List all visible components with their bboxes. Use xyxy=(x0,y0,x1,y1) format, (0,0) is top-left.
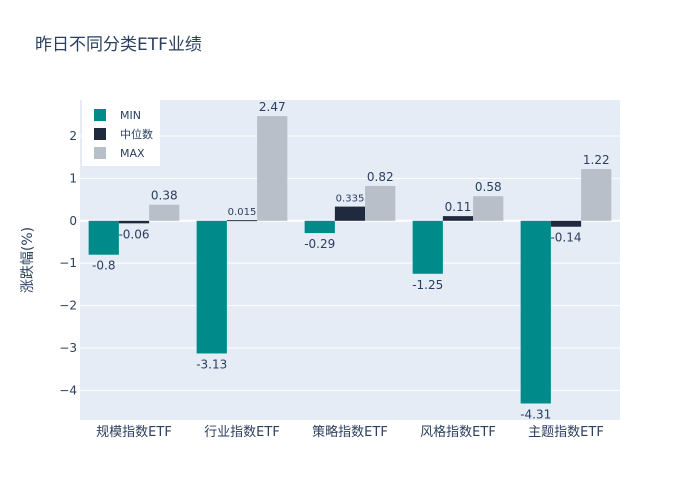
bar xyxy=(365,186,396,221)
gridlines xyxy=(80,135,620,391)
legend-swatch xyxy=(94,109,106,121)
axis-ticks: −4 −3 −2 −1 0 1 2 规模指数ETF 行业指数ETF 策略指数ETF 风格指数ETF 主… xyxy=(59,129,604,440)
bar xyxy=(412,220,443,274)
y-tick-label: −1 xyxy=(59,256,77,270)
data-label: -3.13 xyxy=(196,357,227,371)
bar xyxy=(334,206,366,221)
legend-swatch xyxy=(94,147,106,159)
y-tick-label: 0 xyxy=(69,214,77,228)
y-tick-label: −4 xyxy=(59,383,77,397)
data-label: 0.38 xyxy=(151,189,178,203)
data-label: 0.11 xyxy=(445,200,472,214)
bar xyxy=(550,220,582,227)
legend-entry: MIN xyxy=(120,109,141,122)
x-tick-label: 规模指数ETF xyxy=(96,425,172,440)
bars xyxy=(88,116,612,404)
bar xyxy=(304,220,335,234)
data-label: 0.82 xyxy=(367,170,394,184)
legend-entry: 中位数 xyxy=(120,127,153,141)
x-tick-label: 主题指数ETF xyxy=(528,425,604,440)
bar xyxy=(442,216,474,221)
data-label: 0.015 xyxy=(228,207,257,218)
data-label: -0.8 xyxy=(92,259,115,273)
bar xyxy=(473,196,504,221)
bar xyxy=(118,220,150,224)
x-tick-label: 策略指数ETF xyxy=(312,424,388,440)
bar xyxy=(581,169,612,221)
data-label: 0.58 xyxy=(475,180,502,194)
bar xyxy=(226,220,258,222)
data-label: 2.47 xyxy=(259,100,286,114)
bar xyxy=(149,204,180,221)
bar xyxy=(257,116,288,221)
x-tick-label: 风格指数ETF xyxy=(420,424,496,440)
data-label: -0.29 xyxy=(304,237,335,251)
y-axis-label: 涨跌幅(%) xyxy=(20,227,36,293)
data-label: -4.31 xyxy=(520,407,551,421)
data-label: -1.25 xyxy=(412,278,443,292)
data-label: 0.335 xyxy=(336,194,365,205)
legend-entry: MAX xyxy=(120,147,145,160)
legend-swatch xyxy=(94,128,106,140)
y-tick-label: 2 xyxy=(69,129,77,143)
data-label: 1.22 xyxy=(583,153,610,167)
data-label: -0.14 xyxy=(550,231,581,245)
y-tick-label: −3 xyxy=(59,341,77,355)
bar xyxy=(88,220,119,255)
data-label: -0.06 xyxy=(118,227,149,241)
x-tick-label: 行业指数ETF xyxy=(204,425,280,440)
bar xyxy=(196,220,227,354)
legend: MIN 中位数 MAX xyxy=(82,100,160,166)
data-labels: -0.8 -0.06 0.38 -3.13 0.015 2.47 -0.29 0.3350.8… xyxy=(92,100,610,421)
y-tick-label: 1 xyxy=(69,171,77,185)
bar xyxy=(520,220,551,404)
y-tick-label: −2 xyxy=(59,299,77,313)
chart-title: 昨日不同分类ETF业绩 xyxy=(35,35,202,55)
